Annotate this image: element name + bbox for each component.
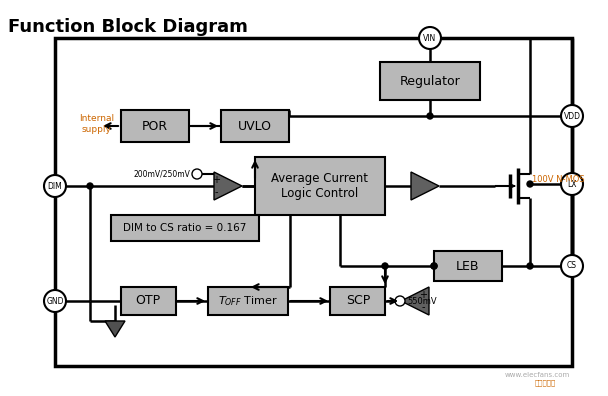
Bar: [121, 110, 189, 142]
Circle shape: [561, 173, 583, 195]
Polygon shape: [401, 287, 429, 315]
Text: LX: LX: [567, 179, 577, 188]
Bar: [55, 38, 572, 366]
Bar: [111, 215, 259, 241]
Bar: [380, 62, 480, 100]
Text: VIN: VIN: [423, 34, 437, 42]
Bar: [221, 110, 289, 142]
Text: UVLO: UVLO: [238, 120, 272, 133]
Circle shape: [561, 255, 583, 277]
Circle shape: [44, 290, 66, 312]
Bar: [255, 157, 385, 215]
Circle shape: [561, 105, 583, 127]
Polygon shape: [105, 321, 125, 337]
Bar: [331, 287, 385, 315]
Polygon shape: [214, 172, 242, 200]
Text: Regulator: Regulator: [399, 74, 460, 88]
Text: Average Current
Logic Control: Average Current Logic Control: [272, 172, 368, 200]
Text: GND: GND: [46, 297, 64, 305]
Text: www.elecfans.com: www.elecfans.com: [505, 372, 570, 378]
Circle shape: [527, 263, 533, 269]
Polygon shape: [411, 172, 439, 200]
Text: 550mV: 550mV: [407, 297, 437, 305]
Text: -: -: [214, 187, 218, 197]
Text: DIM: DIM: [47, 181, 63, 190]
Text: -: -: [421, 302, 425, 312]
Text: DIM to CS ratio = 0.167: DIM to CS ratio = 0.167: [123, 223, 247, 233]
Circle shape: [419, 27, 441, 49]
Text: OTP: OTP: [136, 295, 161, 308]
Text: VDD: VDD: [564, 112, 581, 120]
Text: Internal
supply: Internal supply: [79, 114, 114, 134]
Circle shape: [395, 296, 405, 306]
Text: 100V N-MOS: 100V N-MOS: [532, 175, 585, 184]
Text: +: +: [419, 290, 427, 300]
Circle shape: [427, 113, 433, 119]
Text: LEB: LEB: [456, 259, 480, 272]
Text: SCP: SCP: [346, 295, 370, 308]
Bar: [208, 287, 288, 315]
Circle shape: [431, 263, 437, 269]
Text: 200mV/250mV: 200mV/250mV: [133, 169, 190, 179]
Text: POR: POR: [142, 120, 168, 133]
Text: Function Block Diagram: Function Block Diagram: [8, 18, 248, 36]
Circle shape: [382, 263, 388, 269]
Text: 电子发烧友: 电子发烧友: [534, 379, 556, 386]
Circle shape: [87, 183, 93, 189]
Bar: [434, 251, 502, 281]
Circle shape: [527, 181, 533, 187]
Circle shape: [44, 175, 66, 197]
Bar: [120, 287, 176, 315]
Text: CS: CS: [567, 261, 577, 270]
Text: $T_{OFF}$ Timer: $T_{OFF}$ Timer: [218, 294, 278, 308]
Circle shape: [431, 263, 437, 269]
Circle shape: [192, 169, 202, 179]
Text: +: +: [212, 175, 220, 185]
